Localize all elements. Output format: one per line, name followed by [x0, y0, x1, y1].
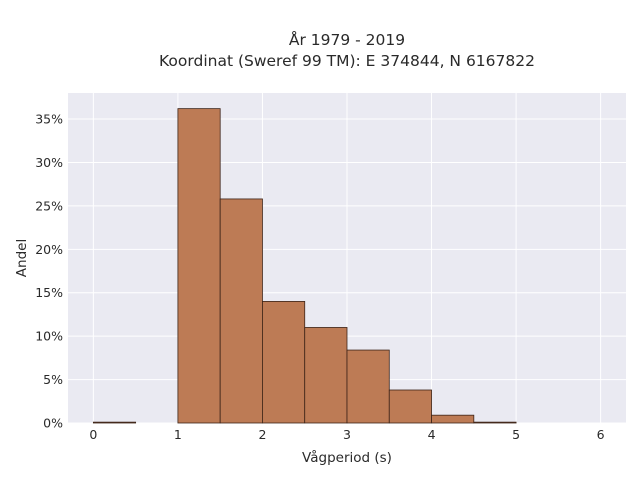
- x-tick-label-3: 3: [343, 427, 351, 442]
- histogram-bar-8: [431, 414, 475, 424]
- x-tick-label-6: 6: [597, 427, 605, 442]
- x-tick-label-4: 4: [428, 427, 436, 442]
- y-tick-label-0: 0%: [43, 416, 63, 431]
- histogram-bar-0: [92, 421, 137, 424]
- bars: [92, 108, 517, 424]
- x-axis-label: Vågperiod (s): [302, 449, 392, 466]
- histogram-bar-5: [304, 327, 348, 424]
- x-tick-label-2: 2: [258, 427, 266, 442]
- y-tick-label-6: 30%: [35, 155, 63, 170]
- histogram-bar-6: [346, 349, 390, 424]
- x-tick-label-5: 5: [512, 427, 520, 442]
- y-axis-label: Andel: [14, 239, 30, 277]
- x-tick-label-1: 1: [174, 427, 182, 442]
- y-tick-label-1: 5%: [43, 372, 63, 387]
- histogram-bar-3: [219, 198, 263, 424]
- y-tick-label-3: 15%: [35, 285, 63, 300]
- y-tick-label-7: 35%: [35, 112, 63, 127]
- y-axis-ticks: 0% 5% 10% 15% 20% 25% 30% 35%: [35, 112, 63, 431]
- histogram-bar-7: [388, 389, 432, 424]
- x-axis-ticks: 0 1 2 3 4 5 6: [89, 427, 604, 442]
- histogram-bar-9: [473, 421, 517, 424]
- y-tick-label-5: 25%: [35, 198, 63, 213]
- y-tick-label-2: 10%: [35, 329, 63, 344]
- histogram-bar-2: [177, 108, 221, 424]
- histogram-bar-4: [262, 301, 306, 424]
- x-tick-label-0: 0: [89, 427, 97, 442]
- chart-title-line-1: År 1979 - 2019: [289, 30, 405, 49]
- y-tick-label-4: 20%: [35, 242, 63, 257]
- chart-title-line-2: Koordinat (Sweref 99 TM): E 374844, N 61…: [159, 52, 535, 70]
